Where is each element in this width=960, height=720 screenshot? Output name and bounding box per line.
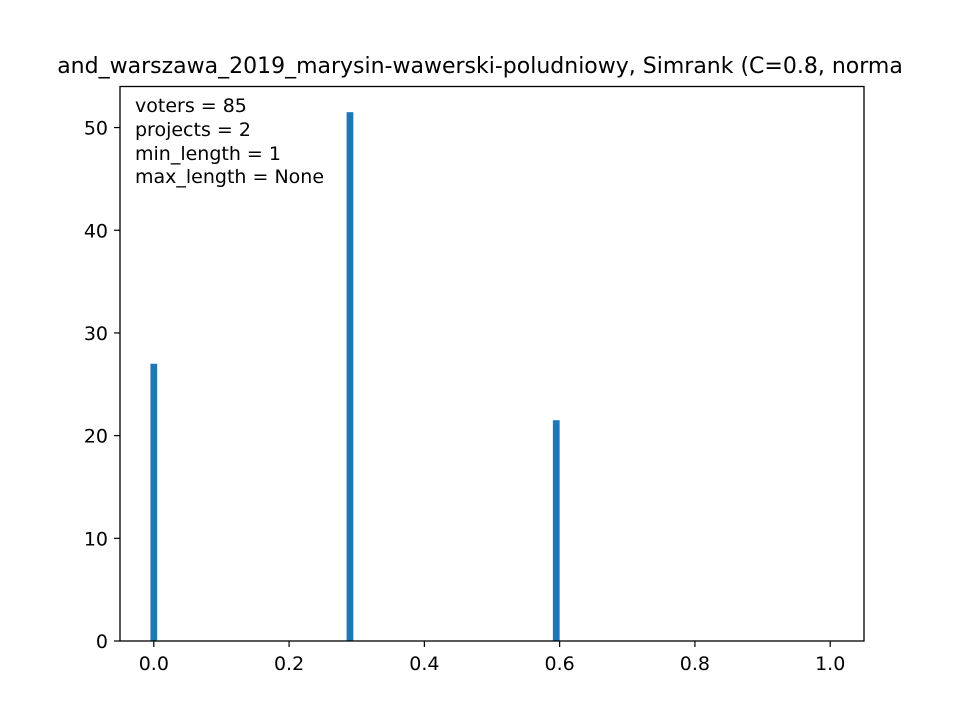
stats-annotation: voters = 85 projects = 2 min_length = 1 … (135, 95, 324, 188)
annotation-projects: projects = 2 (135, 119, 251, 141)
x-axis-ticks: 0.0 0.2 0.4 0.6 0.8 1.0 (139, 641, 845, 675)
annotation-min-length: min_length = 1 (135, 143, 281, 165)
bars-layer (150, 112, 560, 642)
histogram-bar-2 (552, 420, 560, 641)
x-tick-label-5: 1.0 (815, 653, 845, 675)
y-tick-label-2: 20 (84, 426, 108, 448)
y-axis-ticks: 0 10 20 30 40 50 (84, 118, 120, 653)
y-tick-label-0: 0 (96, 631, 108, 653)
x-tick-label-0: 0.0 (139, 653, 169, 675)
histogram-bar-1 (346, 112, 354, 642)
plot-frame (119, 85, 865, 642)
chart-title: and_warszawa_2019_marysin-wawerski-polud… (57, 54, 903, 79)
y-tick-label-3: 30 (84, 323, 108, 345)
x-tick-label-2: 0.4 (409, 653, 439, 675)
y-tick-label-5: 50 (84, 118, 108, 140)
y-tick-label-1: 10 (84, 528, 108, 550)
x-tick-label-1: 0.2 (274, 653, 304, 675)
x-tick-label-4: 0.8 (680, 653, 710, 675)
histogram-bar-0 (150, 363, 158, 641)
annotation-voters: voters = 85 (135, 95, 247, 117)
annotation-max-length: max_length = None (135, 166, 324, 188)
y-tick-label-4: 40 (84, 220, 108, 242)
x-tick-label-3: 0.6 (545, 653, 575, 675)
